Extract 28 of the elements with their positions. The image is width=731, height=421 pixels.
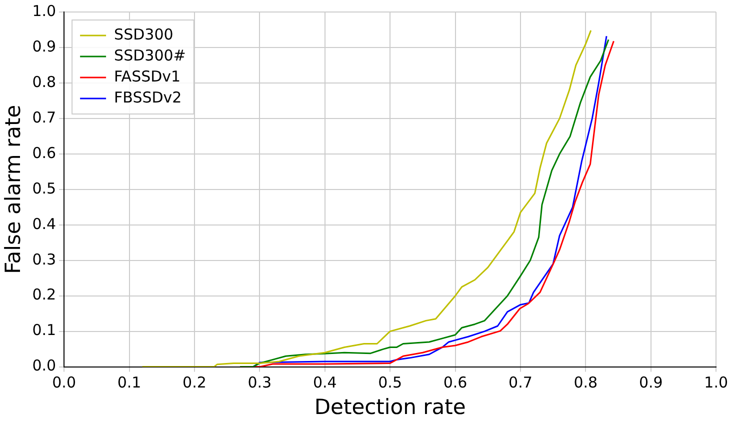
y-tick-label: 0.2 — [32, 286, 56, 304]
x-tick-label: 0.3 — [248, 374, 272, 392]
y-tick-label: 0.8 — [32, 72, 56, 91]
x-tick-label: 1.0 — [704, 374, 728, 392]
x-tick-label: 0.8 — [574, 374, 598, 392]
x-tick-label: 0.4 — [312, 374, 337, 392]
y-tick-label: 1.0 — [32, 2, 56, 20]
x-tick-label: 0.7 — [508, 374, 532, 392]
x-tick-label: 0.5 — [378, 374, 402, 392]
y-tick-label: 0.0 — [32, 356, 56, 375]
x-axis-title: Detection rate — [314, 394, 466, 419]
y-tick-label: 0.5 — [32, 179, 56, 198]
y-tick-label: 0.1 — [32, 321, 56, 340]
y-axis-title: False alarm rate — [1, 104, 26, 274]
y-tick-label: 0.6 — [32, 144, 56, 162]
y-tick-label: 0.3 — [32, 250, 56, 268]
x-tick-label: 0.2 — [182, 374, 206, 392]
y-tick-label: 0.4 — [32, 214, 56, 233]
x-tick-label: 0.9 — [638, 374, 663, 392]
y-tick-label: 0.7 — [32, 108, 56, 126]
x-tick-label: 0.1 — [117, 374, 142, 392]
y-tick-label: 0.9 — [32, 37, 56, 56]
x-tick-label: 0.6 — [443, 374, 468, 392]
legend-label: SSD300 — [114, 25, 174, 44]
legend-label: FASSDv1 — [114, 67, 181, 86]
legend-label: SSD300# — [114, 46, 186, 64]
legend-label: FBSSDv2 — [114, 88, 182, 106]
x-tick-label: 0.0 — [52, 374, 76, 392]
